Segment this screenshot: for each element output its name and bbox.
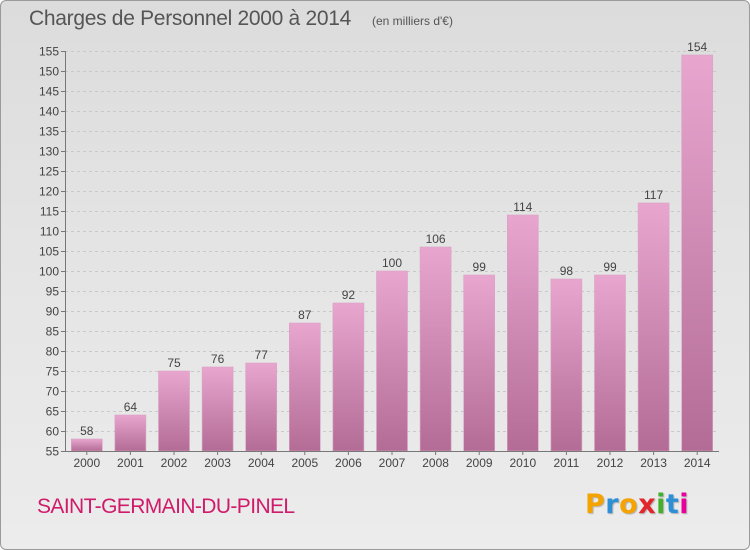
bar bbox=[332, 302, 365, 452]
logo-letter: i bbox=[656, 489, 666, 520]
x-tick-label: 2014 bbox=[684, 456, 711, 470]
x-tick-label: 2006 bbox=[335, 456, 362, 470]
bar-value-label: 92 bbox=[342, 288, 356, 302]
bar-value-label: 100 bbox=[382, 256, 402, 270]
bar bbox=[506, 214, 539, 452]
y-tick-label: 140 bbox=[39, 105, 59, 119]
bar bbox=[158, 370, 190, 452]
bar bbox=[594, 274, 626, 452]
chart-title: Charges de Personnel 2000 à 2014 bbox=[29, 7, 351, 30]
y-tick-label: 125 bbox=[39, 165, 59, 179]
bar-value-label: 99 bbox=[473, 260, 487, 274]
y-tick-label: 90 bbox=[46, 305, 60, 319]
bar bbox=[681, 54, 714, 452]
y-tick-label: 150 bbox=[39, 65, 59, 79]
y-tick-label: 70 bbox=[46, 385, 60, 399]
bars: 58 64 75 76 77 87 92 100 106 99 114 98 99 117 154 bbox=[71, 40, 714, 452]
proxiti-logo: Proxiti bbox=[585, 489, 689, 520]
bar bbox=[288, 322, 321, 452]
logo-letter: P bbox=[585, 489, 606, 520]
y-tick-label: 135 bbox=[39, 125, 59, 139]
logo-letter: t bbox=[665, 489, 680, 520]
x-tick-label: 2003 bbox=[204, 456, 231, 470]
bar bbox=[245, 362, 277, 452]
y-tick-label: 60 bbox=[46, 425, 60, 439]
bar-value-label: 154 bbox=[687, 40, 707, 54]
bar-value-label: 87 bbox=[298, 308, 312, 322]
bar bbox=[201, 366, 234, 452]
x-tick-label: 2001 bbox=[117, 456, 144, 470]
bar-value-label: 117 bbox=[644, 188, 663, 202]
x-tick-label: 2007 bbox=[379, 456, 406, 470]
y-tick-label: 65 bbox=[46, 405, 60, 419]
bar bbox=[71, 438, 103, 452]
bar bbox=[114, 414, 147, 452]
bar-value-label: 64 bbox=[124, 400, 138, 414]
y-tick-label: 85 bbox=[46, 325, 60, 339]
x-tick-label: 2004 bbox=[248, 456, 275, 470]
bar-value-label: 99 bbox=[603, 260, 617, 274]
y-tick-label: 75 bbox=[46, 365, 60, 379]
bar-value-label: 77 bbox=[255, 348, 269, 362]
y-tick-label: 115 bbox=[40, 205, 59, 219]
commune-name: SAINT-GERMAIN-DU-PINEL bbox=[37, 495, 295, 518]
x-tick-label: 2008 bbox=[422, 456, 449, 470]
bar-value-label: 75 bbox=[167, 356, 181, 370]
y-tick-label: 120 bbox=[39, 185, 59, 199]
x-tick-label: 2013 bbox=[640, 456, 667, 470]
y-tick-label: 95 bbox=[46, 285, 60, 299]
axes: 55 60 65 70 75 80 85 90 95 100 105 110 115 120 125 130 1… bbox=[39, 45, 719, 470]
x-tick-label: 2011 bbox=[553, 456, 579, 470]
y-tick-label: 100 bbox=[39, 265, 59, 279]
bar-value-label: 98 bbox=[560, 264, 574, 278]
y-tick-label: 110 bbox=[40, 225, 59, 239]
bar bbox=[463, 274, 496, 452]
bar-value-label: 114 bbox=[513, 200, 532, 214]
y-tick-label: 145 bbox=[39, 85, 59, 99]
y-tick-label: 55 bbox=[46, 445, 60, 459]
x-tick-label: 2002 bbox=[161, 456, 188, 470]
bar-value-label: 76 bbox=[211, 352, 225, 366]
bar bbox=[376, 270, 408, 452]
x-tick-label: 2010 bbox=[509, 456, 536, 470]
x-tick-label: 2012 bbox=[597, 456, 624, 470]
x-tick-label: 2000 bbox=[73, 456, 100, 470]
y-tick-label: 155 bbox=[39, 45, 59, 59]
y-tick-label: 105 bbox=[39, 245, 59, 259]
x-tick-label: 2009 bbox=[466, 456, 493, 470]
bar bbox=[637, 202, 670, 452]
x-tick-label: 2005 bbox=[291, 456, 318, 470]
logo-letter: i bbox=[679, 489, 690, 520]
chart-unit: (en milliers d'€) bbox=[372, 14, 453, 28]
bar-value-label: 106 bbox=[426, 232, 446, 246]
y-tick-label: 130 bbox=[39, 145, 59, 159]
logo-letter: r bbox=[605, 489, 620, 520]
logo-letter: o bbox=[619, 489, 639, 520]
bar bbox=[419, 246, 452, 452]
bar bbox=[550, 278, 583, 452]
y-tick-label: 80 bbox=[46, 345, 60, 359]
logo-letter: x bbox=[638, 489, 657, 520]
bar-value-label: 58 bbox=[80, 424, 94, 438]
